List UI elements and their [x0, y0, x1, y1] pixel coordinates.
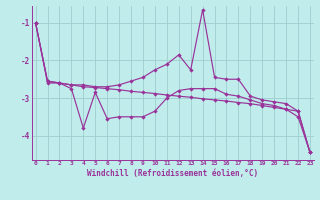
X-axis label: Windchill (Refroidissement éolien,°C): Windchill (Refroidissement éolien,°C)	[87, 169, 258, 178]
